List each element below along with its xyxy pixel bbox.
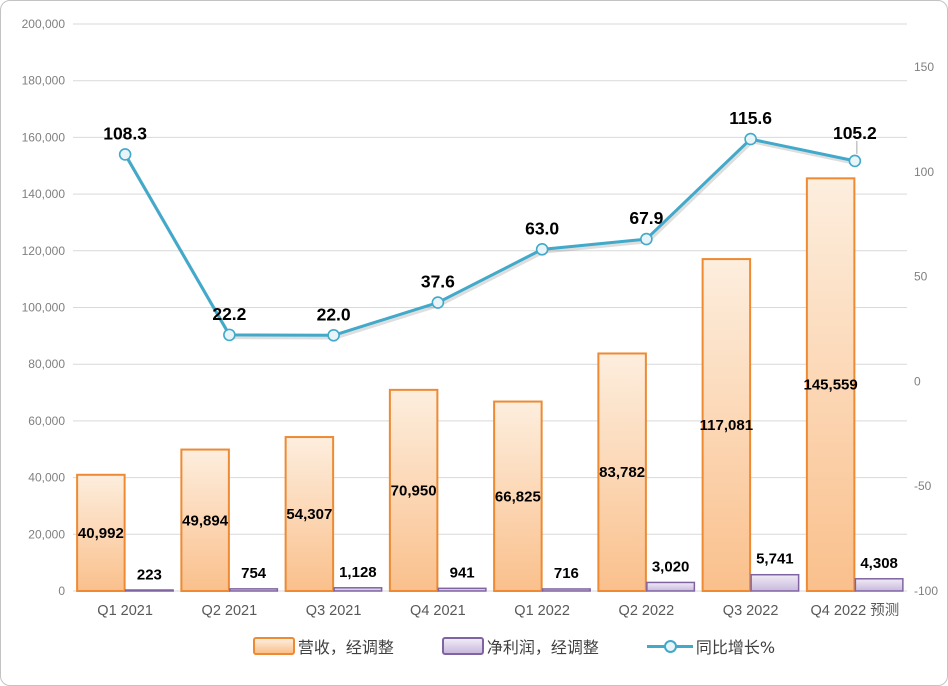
line-series-yoy-growth <box>118 132 862 342</box>
revenue-bar-swatch-icon <box>252 637 295 655</box>
svg-text:Q4 2022 预测: Q4 2022 预测 <box>811 602 900 619</box>
svg-text:117,081: 117,081 <box>700 417 753 434</box>
svg-text:4,308: 4,308 <box>860 555 898 572</box>
svg-text:40,000: 40,000 <box>28 471 65 485</box>
legend-item-revenue: 营收，经调整 <box>252 634 394 658</box>
svg-text:67.9: 67.9 <box>629 208 663 228</box>
svg-text:70,950: 70,950 <box>391 482 437 499</box>
svg-text:941: 941 <box>450 564 475 581</box>
net-profit-bar-swatch-icon <box>441 637 484 655</box>
x-axis-labels: Q1 2021 Q2 2021 Q3 2021 Q4 2021 Q1 2022 Q2 20… <box>97 602 899 619</box>
svg-text:49,894: 49,894 <box>182 512 229 529</box>
svg-text:80,000: 80,000 <box>28 357 65 371</box>
svg-text:Q1 2022: Q1 2022 <box>514 603 570 619</box>
legend-label-net-profit: 净利润，经调整 <box>486 638 599 657</box>
svg-text:754: 754 <box>241 565 267 582</box>
svg-text:Q1 2021: Q1 2021 <box>97 603 153 619</box>
svg-text:40,992: 40,992 <box>78 525 124 542</box>
bar-data-labels: 40,992 223 49,894 754 54,307 1,128 70,950 941 66… <box>78 377 898 584</box>
svg-text:54,307: 54,307 <box>286 506 332 523</box>
svg-text:0: 0 <box>58 584 65 598</box>
svg-text:200,000: 200,000 <box>22 17 66 31</box>
bar-series-revenue <box>76 177 856 593</box>
svg-text:180,000: 180,000 <box>22 74 66 88</box>
svg-text:115.6: 115.6 <box>729 108 772 128</box>
svg-text:Q2 2021: Q2 2021 <box>202 603 258 619</box>
legend-item-net-profit: 净利润，经调整 <box>441 634 599 658</box>
svg-text:160,000: 160,000 <box>22 130 66 144</box>
svg-text:60,000: 60,000 <box>28 414 65 428</box>
svg-text:Q4 2021: Q4 2021 <box>410 603 466 619</box>
svg-text:83,782: 83,782 <box>599 464 645 481</box>
legend-label-yoy-growth: 同比增长% <box>695 638 776 657</box>
svg-text:-100: -100 <box>914 584 938 598</box>
svg-text:Q2 2022: Q2 2022 <box>619 603 675 619</box>
svg-text:150: 150 <box>914 60 934 74</box>
svg-text:63.0: 63.0 <box>525 218 559 238</box>
right-axis-labels: -100 -50 0 50 100 150 <box>914 60 938 598</box>
legend-label-revenue: 营收，经调整 <box>297 638 394 657</box>
svg-text:140,000: 140,000 <box>22 187 66 201</box>
chart-legend: 营收，经调整 净利润，经调整 同比增长% <box>41 634 947 658</box>
svg-text:Q3 2022: Q3 2022 <box>723 603 779 619</box>
left-axis-labels: 0 20,000 40,000 60,000 80,000 100,000 120,000 1… <box>22 17 66 598</box>
svg-text:Q3 2021: Q3 2021 <box>306 603 362 619</box>
yoy-line-swatch-icon <box>646 639 693 653</box>
svg-text:1,128: 1,128 <box>339 564 377 581</box>
svg-text:50: 50 <box>914 270 928 284</box>
svg-text:0: 0 <box>914 374 921 388</box>
svg-text:22.2: 22.2 <box>212 304 246 324</box>
svg-text:66,825: 66,825 <box>495 488 541 505</box>
svg-text:145,559: 145,559 <box>804 377 858 394</box>
svg-text:22.0: 22.0 <box>317 304 351 324</box>
svg-text:716: 716 <box>554 565 579 582</box>
legend-item-yoy-growth: 同比增长% <box>646 634 776 658</box>
bar-series-net-profit <box>124 573 904 592</box>
svg-text:20,000: 20,000 <box>28 527 65 541</box>
svg-text:3,020: 3,020 <box>652 558 690 575</box>
svg-text:100,000: 100,000 <box>22 301 66 315</box>
svg-text:100: 100 <box>914 165 934 179</box>
svg-text:-50: -50 <box>914 479 932 493</box>
svg-text:105.2: 105.2 <box>833 123 877 143</box>
svg-text:120,000: 120,000 <box>22 244 66 258</box>
line-data-labels: 108.3 22.2 22.0 37.6 63.0 67.9 115.6 105.2 <box>103 108 877 324</box>
svg-text:223: 223 <box>137 566 162 583</box>
svg-text:108.3: 108.3 <box>103 123 147 143</box>
line-sample-marker <box>663 640 677 653</box>
svg-text:37.6: 37.6 <box>421 272 455 292</box>
svg-text:5,741: 5,741 <box>756 551 794 568</box>
